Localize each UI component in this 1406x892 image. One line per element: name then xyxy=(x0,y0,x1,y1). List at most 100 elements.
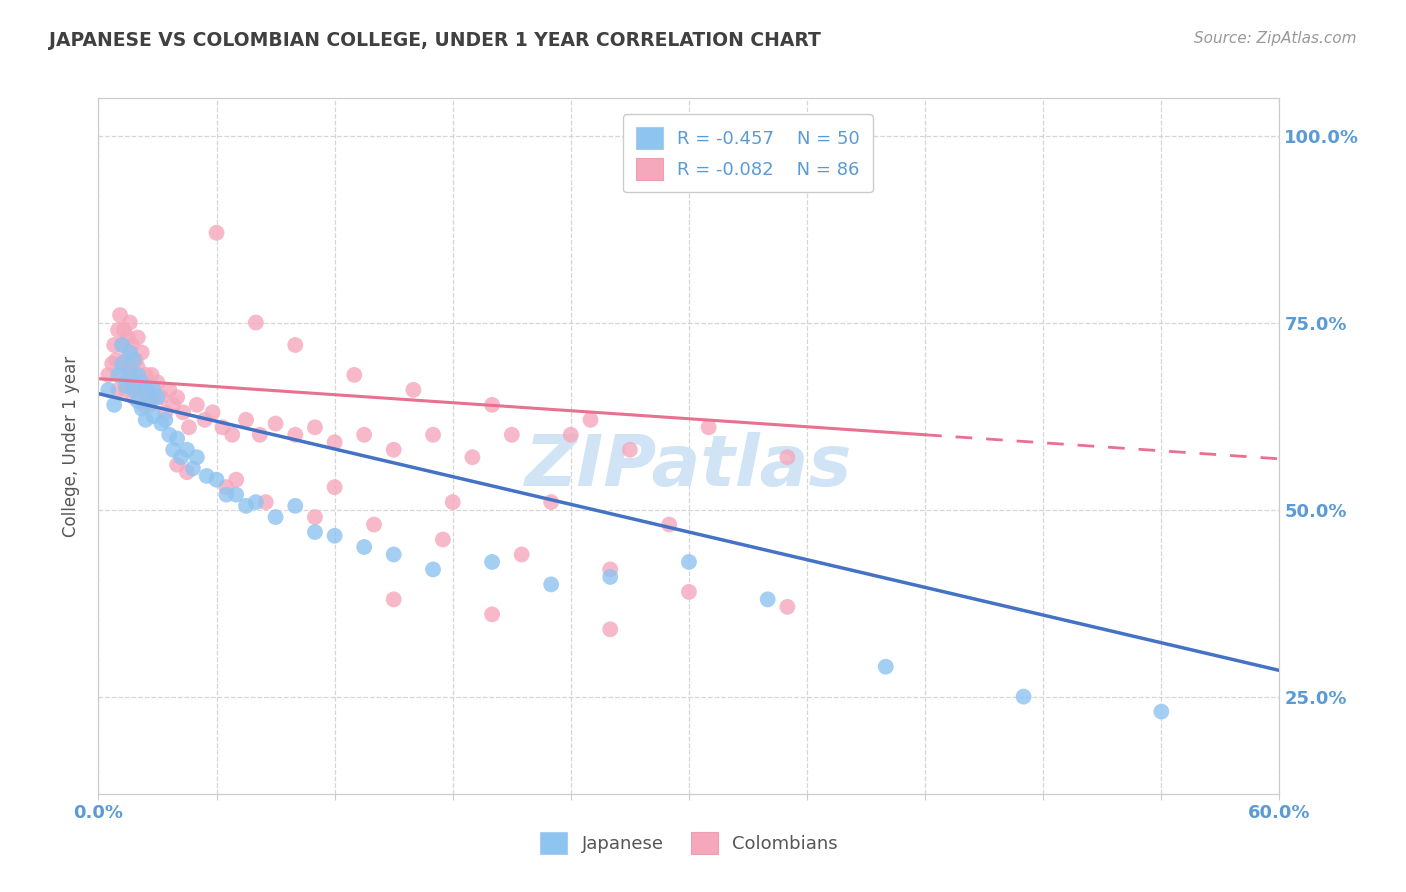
Point xyxy=(249,427,271,442)
Point xyxy=(142,390,165,404)
Point xyxy=(599,570,621,584)
Point xyxy=(170,450,193,465)
Point xyxy=(115,353,138,368)
Point xyxy=(135,413,157,427)
Point xyxy=(481,398,503,412)
Point xyxy=(131,345,153,359)
Point xyxy=(510,548,533,562)
Point xyxy=(658,517,681,532)
Point xyxy=(138,398,160,412)
Point xyxy=(215,488,238,502)
Text: JAPANESE VS COLOMBIAN COLLEGE, UNDER 1 YEAR CORRELATION CHART: JAPANESE VS COLOMBIAN COLLEGE, UNDER 1 Y… xyxy=(49,31,821,50)
Point xyxy=(461,450,484,465)
Point xyxy=(422,562,444,576)
Point xyxy=(162,398,184,412)
Point xyxy=(441,495,464,509)
Point xyxy=(304,524,326,539)
Point xyxy=(181,461,204,475)
Point xyxy=(115,379,138,393)
Point xyxy=(205,226,228,240)
Point xyxy=(235,413,257,427)
Point xyxy=(101,357,124,371)
Point xyxy=(142,383,165,397)
Point xyxy=(177,420,200,434)
Point xyxy=(481,607,503,622)
Point xyxy=(284,338,307,352)
Point xyxy=(111,368,134,382)
Point xyxy=(323,480,346,494)
Point xyxy=(481,555,503,569)
Point xyxy=(127,360,149,375)
Point xyxy=(122,390,145,404)
Point xyxy=(215,480,238,494)
Point xyxy=(155,413,177,427)
Point xyxy=(205,473,228,487)
Point xyxy=(107,383,129,397)
Point xyxy=(225,473,247,487)
Point xyxy=(150,417,173,431)
Point xyxy=(540,495,562,509)
Point xyxy=(103,398,125,412)
Point xyxy=(172,405,194,419)
Point xyxy=(118,368,141,382)
Point xyxy=(111,338,134,352)
Point xyxy=(121,376,143,390)
Point xyxy=(323,435,346,450)
Point xyxy=(560,427,582,442)
Point xyxy=(501,427,523,442)
Point xyxy=(245,316,267,330)
Point xyxy=(422,427,444,442)
Point xyxy=(118,316,141,330)
Point xyxy=(131,376,153,390)
Point xyxy=(176,442,198,457)
Point xyxy=(186,450,208,465)
Point xyxy=(402,383,425,397)
Point xyxy=(97,383,120,397)
Point xyxy=(150,390,173,404)
Point xyxy=(264,510,287,524)
Point xyxy=(166,458,188,472)
Point xyxy=(157,427,180,442)
Point xyxy=(135,383,157,397)
Point xyxy=(353,427,375,442)
Point xyxy=(579,413,602,427)
Point xyxy=(105,353,128,368)
Point xyxy=(540,577,562,591)
Point xyxy=(103,338,125,352)
Y-axis label: College, Under 1 year: College, Under 1 year xyxy=(62,355,80,537)
Point xyxy=(127,394,149,409)
Point xyxy=(697,420,720,434)
Point xyxy=(131,376,153,390)
Point xyxy=(235,499,257,513)
Point xyxy=(138,394,160,409)
Point xyxy=(382,442,405,457)
Point xyxy=(304,420,326,434)
Point xyxy=(176,465,198,479)
Point xyxy=(142,409,165,423)
Point xyxy=(382,548,405,562)
Point xyxy=(121,338,143,352)
Point xyxy=(599,562,621,576)
Point xyxy=(117,330,139,344)
Point xyxy=(678,585,700,599)
Point xyxy=(162,442,184,457)
Point xyxy=(382,592,405,607)
Point xyxy=(146,390,169,404)
Point xyxy=(619,442,641,457)
Point xyxy=(166,390,188,404)
Point xyxy=(122,353,145,368)
Point xyxy=(304,510,326,524)
Point xyxy=(1150,705,1173,719)
Text: ZIPatlas: ZIPatlas xyxy=(526,433,852,501)
Point xyxy=(127,330,149,344)
Point xyxy=(122,368,145,382)
Point xyxy=(875,659,897,673)
Point xyxy=(284,499,307,513)
Point xyxy=(108,308,131,322)
Point xyxy=(166,432,188,446)
Point xyxy=(363,517,385,532)
Point xyxy=(118,345,141,359)
Point xyxy=(264,417,287,431)
Point xyxy=(254,495,277,509)
Point xyxy=(186,398,208,412)
